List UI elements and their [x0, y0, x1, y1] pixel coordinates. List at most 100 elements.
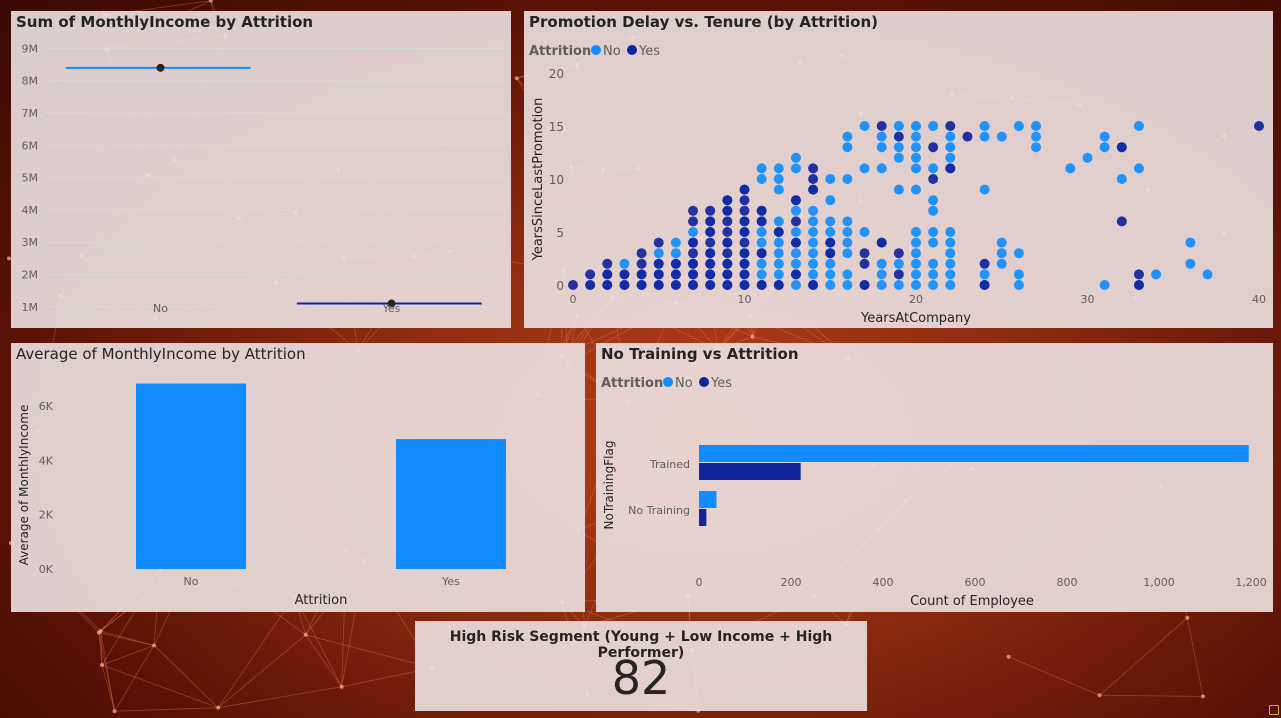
no-training-title: No Training vs Attrition [601, 345, 799, 363]
network-line [218, 634, 306, 708]
x-tick-label: 0 [696, 576, 703, 589]
network-node [750, 334, 755, 339]
scatter-point-no [928, 237, 939, 248]
scatter-point-no [1065, 163, 1076, 174]
sum-income-visual[interactable]: Sum of MonthlyIncome by Attrition 1M 2M 3M… [11, 11, 511, 328]
avg-income-visual[interactable]: Average of MonthlyIncome by Attrition 0K… [11, 343, 585, 612]
scatter-point-yes [722, 280, 733, 290]
y-tick-label: 1M [22, 301, 39, 314]
scatter-point-no [1185, 237, 1196, 248]
scatter-point-no [945, 258, 956, 269]
network-node [6, 256, 11, 261]
scatter-point-yes [773, 280, 784, 290]
network-line [1186, 617, 1204, 697]
focus-mode-icon[interactable] [1269, 705, 1279, 715]
scatter-point-no [825, 280, 836, 290]
x-tick-label: 800 [1057, 576, 1078, 589]
scatter-point-yes [808, 184, 819, 195]
scatter-point-no [756, 269, 767, 280]
scatter-point-no [893, 258, 904, 269]
scatter-point-no [859, 227, 870, 237]
high-risk-card[interactable]: High Risk Segment (Young + Low Income + … [415, 621, 867, 711]
scatter-point-yes [739, 280, 750, 290]
scatter-point-no [808, 237, 819, 248]
scatter-point-yes [722, 248, 733, 259]
scatter-point-yes [928, 142, 939, 153]
scatter-point-yes [705, 216, 716, 227]
scatter-point-no [928, 258, 939, 269]
scatter-point-yes [722, 205, 733, 216]
data-point-no [156, 63, 165, 72]
scatter-point-yes [825, 248, 836, 259]
scatter-point-no [893, 184, 904, 195]
scatter-point-no [773, 216, 784, 227]
x-tick-label: 20 [909, 293, 923, 306]
avg-income-chart: 0K 2K 4K 6K No Yes Attrition Average of Monthly… [17, 383, 506, 608]
scatter-point-yes [739, 227, 750, 237]
y-tick-label: 0 [556, 279, 564, 293]
scatter-point-yes [619, 280, 630, 290]
promotion-scatter-visual[interactable]: Promotion Delay vs. Tenure (by Attrition… [524, 11, 1273, 328]
legend-title: Attrition [601, 376, 663, 391]
scatter-point-yes [945, 163, 956, 174]
scatter-point-yes [602, 280, 613, 290]
scatter-point-no [808, 258, 819, 269]
legend-yes-marker [699, 377, 709, 387]
scatter-point-no [911, 227, 921, 237]
network-line [98, 632, 103, 666]
scatter-point-yes [808, 163, 819, 174]
category-label: No Training [628, 504, 690, 517]
scatter-point-no [756, 258, 767, 269]
scatter-point-yes [756, 280, 767, 290]
network-node [1201, 694, 1206, 699]
scatter-point-no [808, 269, 819, 280]
bar-trained-no [699, 445, 1249, 462]
y-tick-label: 0K [39, 563, 54, 576]
no-training-chart: Attrition No Yes Trained No Training 0 200 400 6… [601, 376, 1267, 609]
network-line [101, 645, 155, 666]
scatter-point-no [773, 184, 784, 195]
scatter-point-yes [1133, 269, 1144, 280]
network-node [1006, 654, 1011, 659]
scatter-point-yes [739, 237, 750, 248]
bar-no-training-yes [699, 509, 707, 526]
promotion-title: Promotion Delay vs. Tenure (by Attrition… [529, 13, 878, 31]
scatter-point-no [756, 163, 767, 174]
scatter-point-no [1151, 269, 1162, 280]
y-tick-label: 5 [556, 226, 564, 240]
bar-trained-yes [699, 463, 801, 480]
network-line [100, 630, 115, 712]
scatter-point-no [911, 131, 921, 142]
scatter-point-no [1185, 258, 1196, 269]
network-line [101, 664, 219, 709]
scatter-point-yes [705, 258, 716, 269]
network-line [305, 634, 342, 687]
scatter-point-no [1082, 152, 1093, 163]
scatter-point-yes [705, 248, 716, 259]
scatter-point-no [790, 163, 801, 174]
network-line [114, 707, 219, 712]
scatter-point-no [979, 121, 990, 131]
legend-yes-label: Yes [710, 376, 732, 391]
scatter-point-no [859, 163, 870, 174]
scatter-point-no [996, 237, 1007, 248]
scatter-point-no [996, 131, 1007, 142]
y-tick-label: 3M [22, 236, 39, 249]
scatter-point-no [773, 237, 784, 248]
scatter-point-no [876, 163, 887, 174]
scatter-point-no [893, 121, 904, 131]
scatter-point-no [928, 205, 939, 216]
scatter-point-yes [653, 269, 664, 280]
scatter-point-yes [859, 248, 870, 259]
scatter-point-no [842, 237, 853, 248]
scatter-point-yes [636, 248, 647, 259]
scatter-point-no [1013, 280, 1024, 290]
network-line [100, 630, 155, 646]
scatter-point-no [911, 237, 921, 248]
no-training-visual[interactable]: No Training vs Attrition Attrition No Yes T… [596, 343, 1273, 612]
scatter-point-no [842, 280, 853, 290]
y-axis-title: Average of MonthlyIncome [17, 405, 31, 566]
y-tick-label: 20 [549, 67, 564, 81]
scatter-point-yes [893, 269, 904, 280]
scatter-point-yes [739, 216, 750, 227]
